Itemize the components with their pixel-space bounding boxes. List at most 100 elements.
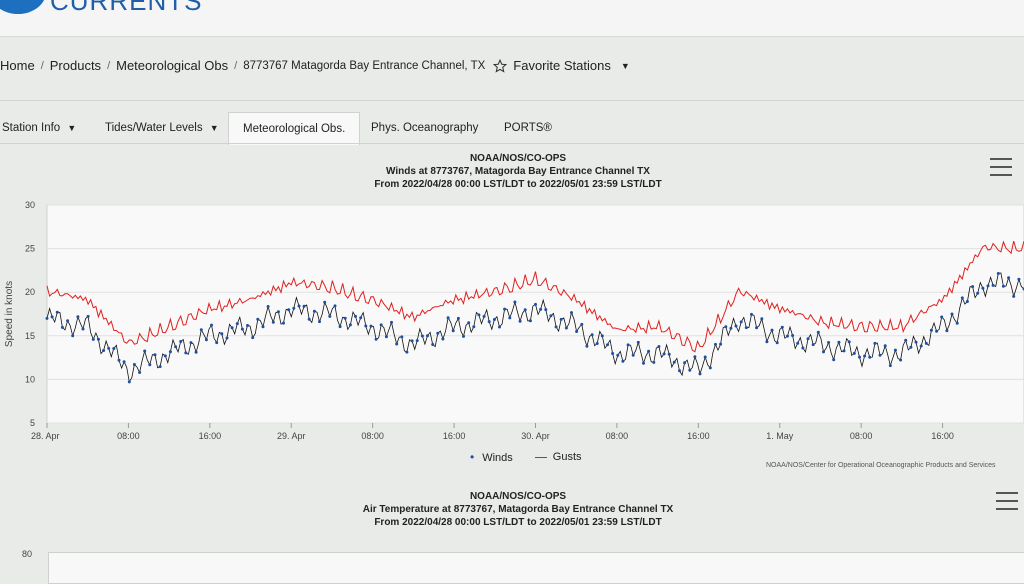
winds-point bbox=[493, 318, 496, 321]
winds-point bbox=[709, 366, 712, 369]
winds-point bbox=[760, 317, 763, 320]
winds-point bbox=[426, 334, 429, 337]
winds-point bbox=[704, 356, 707, 359]
winds-point bbox=[801, 347, 804, 350]
y-tick-label: 5 bbox=[30, 418, 35, 428]
winds-point bbox=[169, 350, 172, 353]
winds-point bbox=[503, 308, 506, 311]
winds-point bbox=[287, 308, 290, 311]
winds-point bbox=[832, 358, 835, 361]
winds-point bbox=[796, 342, 799, 345]
x-tick-label: 16:00 bbox=[199, 431, 222, 441]
winds-point bbox=[652, 361, 655, 364]
winds-point bbox=[190, 341, 193, 344]
winds-point bbox=[262, 325, 265, 328]
winds-point bbox=[858, 356, 861, 359]
legend-label: Gusts bbox=[553, 451, 582, 463]
chart-title-line: NOAA/NOS/CO-OPS bbox=[300, 490, 736, 503]
winds-point bbox=[755, 326, 758, 329]
winds-point bbox=[915, 341, 918, 344]
winds-point bbox=[647, 350, 650, 353]
y-tick-label: 20 bbox=[25, 287, 35, 297]
chart2-y-tick: 80 bbox=[22, 549, 32, 559]
winds-point bbox=[868, 356, 871, 359]
winds-point bbox=[791, 334, 794, 337]
winds-point bbox=[380, 323, 383, 326]
chart2-plot-area bbox=[48, 552, 1024, 584]
winds-point bbox=[508, 316, 511, 319]
winds-point bbox=[539, 308, 542, 311]
winds-point bbox=[961, 296, 964, 299]
winds-point bbox=[920, 345, 923, 348]
x-tick-label: 08:00 bbox=[850, 431, 873, 441]
chart-credits[interactable]: NOAA/NOS/Center for Operational Oceanogr… bbox=[766, 462, 996, 469]
winds-point bbox=[354, 315, 357, 318]
winds-point bbox=[436, 332, 439, 335]
winds-point bbox=[812, 343, 815, 346]
winds-point bbox=[930, 329, 933, 332]
winds-point bbox=[66, 319, 69, 322]
winds-point bbox=[467, 321, 470, 324]
winds-point bbox=[534, 303, 537, 306]
winds-point bbox=[729, 327, 732, 330]
winds-point bbox=[303, 305, 306, 308]
winds-point bbox=[560, 318, 563, 321]
winds-point bbox=[318, 320, 321, 323]
winds-point bbox=[621, 360, 624, 363]
legend-item-gusts[interactable]: Gusts bbox=[535, 451, 582, 463]
winds-point bbox=[159, 365, 162, 368]
winds-point bbox=[637, 341, 640, 344]
winds-point bbox=[82, 328, 85, 331]
winds-point bbox=[400, 335, 403, 338]
winds-point bbox=[313, 310, 316, 313]
winds-point bbox=[308, 318, 311, 321]
winds-point bbox=[112, 347, 115, 350]
winds-point bbox=[853, 352, 856, 355]
x-tick-label: 08:00 bbox=[361, 431, 384, 441]
winds-point bbox=[575, 330, 578, 333]
x-tick-label: 28. Apr bbox=[31, 431, 60, 441]
winds-point bbox=[786, 335, 789, 338]
y-tick-label: 30 bbox=[25, 200, 35, 210]
winds-point bbox=[945, 329, 948, 332]
winds-point bbox=[328, 315, 331, 318]
winds-point bbox=[148, 363, 151, 366]
winds-point bbox=[884, 344, 887, 347]
winds-point bbox=[241, 328, 244, 331]
winds-point bbox=[580, 323, 583, 326]
winds-point bbox=[570, 311, 573, 314]
winds-point bbox=[200, 328, 203, 331]
winds-point bbox=[107, 347, 110, 350]
y-tick-label: 25 bbox=[25, 244, 35, 254]
winds-point bbox=[102, 349, 105, 352]
winds-point bbox=[498, 326, 501, 329]
y-tick-label: 15 bbox=[25, 331, 35, 341]
winds-point bbox=[118, 359, 121, 362]
winds-point bbox=[1002, 285, 1005, 288]
winds-point bbox=[272, 321, 275, 324]
winds-point bbox=[416, 339, 419, 342]
winds-point bbox=[668, 353, 671, 356]
winds-point bbox=[611, 352, 614, 355]
winds-point bbox=[179, 340, 182, 343]
winds-point bbox=[133, 363, 136, 366]
winds-point bbox=[591, 333, 594, 336]
winds-point bbox=[601, 334, 604, 337]
chart2-menu-icon[interactable] bbox=[996, 492, 1018, 510]
chart2-title: NOAA/NOS/CO-OPS Air Temperature at 87737… bbox=[300, 490, 736, 529]
winds-point bbox=[745, 326, 748, 329]
winds-point bbox=[375, 338, 378, 341]
winds-point bbox=[226, 337, 229, 340]
winds-point bbox=[411, 339, 414, 342]
winds-point bbox=[92, 338, 95, 341]
legend-item-winds[interactable]: •Winds bbox=[470, 450, 513, 464]
winds-point bbox=[894, 349, 897, 352]
winds-point bbox=[447, 316, 450, 319]
winds-point bbox=[513, 301, 516, 304]
winds-point bbox=[385, 335, 388, 338]
x-tick-label: 29. Apr bbox=[277, 431, 306, 441]
y-axis-label: Speed in knots bbox=[4, 281, 15, 347]
winds-point bbox=[210, 324, 213, 327]
winds-point bbox=[174, 345, 177, 348]
winds-point bbox=[771, 329, 774, 332]
